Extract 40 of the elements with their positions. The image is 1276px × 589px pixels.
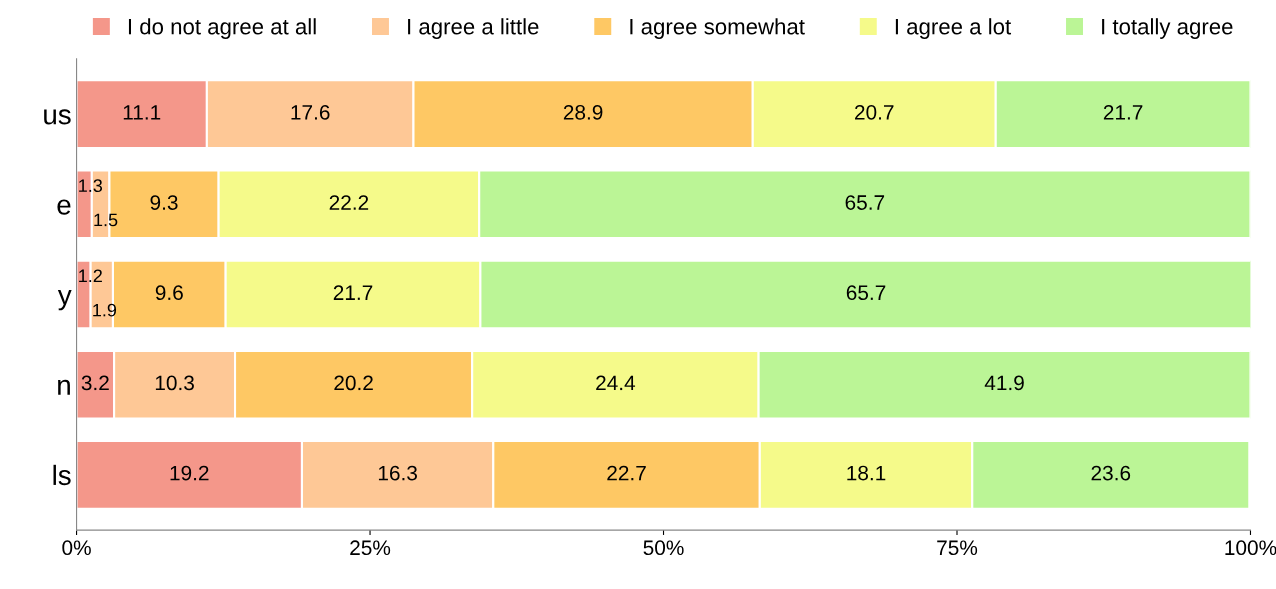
x-tick-label: 100% — [1225, 540, 1276, 556]
x-tick-label: 0% — [62, 540, 91, 556]
data-label: 1.9 — [93, 303, 117, 317]
data-label: 3.2 — [81, 375, 109, 391]
data-label: 20.2 — [334, 375, 373, 391]
data-label: 9.6 — [155, 285, 183, 301]
legend-label: I totally agree — [1102, 18, 1233, 39]
data-label: 21.7 — [1103, 104, 1143, 120]
y-tick-label: e — [57, 199, 71, 215]
legend-label: I agree somewhat — [630, 18, 805, 39]
legend-label: I agree a lot — [895, 18, 1012, 39]
data-label: 22.7 — [607, 465, 646, 481]
data-label: 10.3 — [155, 375, 194, 391]
data-label: 1.2 — [79, 269, 102, 283]
x-tick-label: 25% — [350, 540, 391, 556]
data-label: 24.4 — [596, 375, 636, 391]
y-tick-label: y — [57, 289, 72, 311]
data-label: 65.7 — [846, 285, 886, 301]
data-label: 41.9 — [984, 375, 1024, 391]
data-label: 17.6 — [291, 104, 330, 120]
y-tick-label: ls — [53, 464, 71, 486]
data-label: 16.3 — [378, 465, 417, 481]
data-label: 18.1 — [847, 465, 886, 481]
legend-label: I agree a little — [408, 18, 539, 39]
y-tick-label: us — [44, 109, 71, 125]
data-label: 22.2 — [329, 195, 369, 210]
data-label: 65.7 — [845, 195, 885, 210]
data-label: 11.1 — [123, 105, 161, 120]
y-tick-label: n — [58, 379, 70, 395]
legend-label: I do not agree at all — [128, 18, 316, 39]
data-label: 20.7 — [855, 104, 894, 120]
data-label: 19.2 — [170, 465, 209, 481]
data-label: 23.6 — [1091, 465, 1131, 481]
data-label: 28.9 — [563, 104, 603, 120]
data-label: 1.3 — [79, 179, 103, 193]
data-label: 1.5 — [94, 213, 118, 227]
x-tick-label: 50% — [643, 540, 684, 556]
data-label: 9.3 — [150, 195, 178, 210]
x-tick-label: 75% — [937, 540, 978, 556]
data-label: 21.7 — [333, 285, 373, 300]
